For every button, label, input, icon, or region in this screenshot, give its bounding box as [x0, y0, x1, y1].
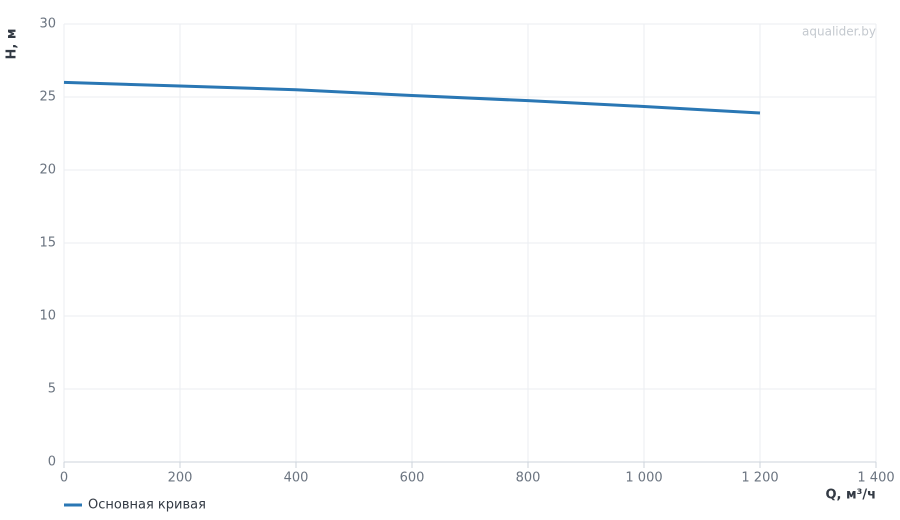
y-tick-label: 10 [39, 309, 56, 324]
y-tick-label: 15 [39, 236, 56, 251]
x-axis-label: Q, м³/ч [825, 488, 876, 503]
x-tick-label: 1 000 [625, 471, 662, 486]
y-tick-label: 5 [48, 382, 56, 397]
data-line [63, 80, 761, 115]
legend-label: Основная кривая [88, 498, 206, 513]
x-tick-label: 400 [284, 471, 309, 486]
y-tick-label: 25 [39, 90, 56, 105]
x-tick-label: 600 [400, 471, 425, 486]
y-axis-label: H, м [5, 29, 20, 60]
x-tick-label: 1 200 [741, 471, 778, 486]
y-tick-label: 20 [39, 163, 56, 178]
x-tick-label: 200 [168, 471, 193, 486]
y-tick-label: 30 [39, 17, 56, 32]
x-tick-label: 1 400 [857, 471, 894, 486]
watermark: aqualider.by [802, 25, 876, 39]
x-tick-label: 0 [60, 471, 68, 486]
y-tick-label: 0 [48, 455, 56, 470]
x-tick-label: 800 [516, 471, 541, 486]
